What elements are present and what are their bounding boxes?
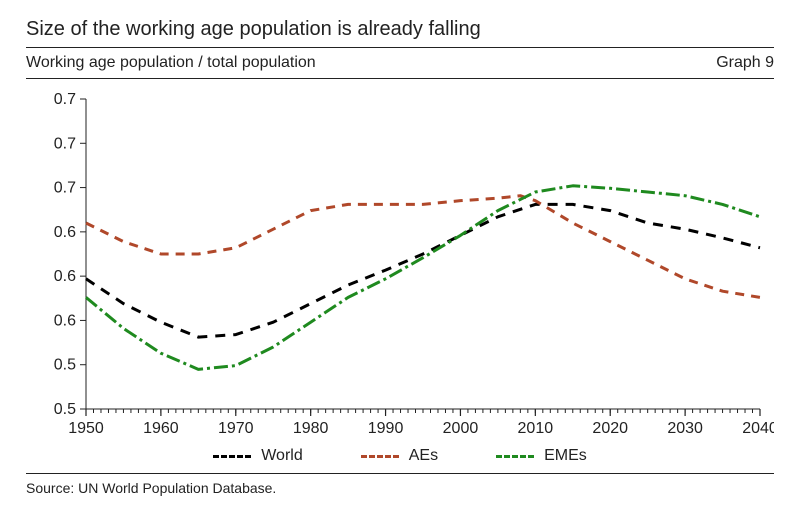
svg-text:0.5: 0.5 — [54, 357, 76, 374]
chart-source: Source: UN World Population Database. — [26, 474, 774, 496]
svg-text:1950: 1950 — [68, 420, 104, 437]
chart-plot-area: 0.5 0.5 0.6 0.6 0.6 0.7 0.7 0.7 1950 1960 1970 1980… — [26, 85, 774, 445]
svg-text:1990: 1990 — [368, 420, 404, 437]
legend-label-aes: AEs — [409, 447, 438, 465]
svg-text:2030: 2030 — [667, 420, 703, 437]
svg-text:0.6: 0.6 — [54, 268, 76, 285]
subtitle-row: Working age population / total populatio… — [26, 48, 774, 79]
svg-text:0.6: 0.6 — [54, 224, 76, 241]
chart-legend: World AEs EMEs — [26, 447, 774, 474]
chart-svg: 0.5 0.5 0.6 0.6 0.6 0.7 0.7 0.7 1950 1960 1970 1980… — [26, 85, 774, 445]
chart-subtitle: Working age population / total populatio… — [26, 54, 316, 72]
svg-text:2000: 2000 — [443, 420, 479, 437]
svg-text:1970: 1970 — [218, 420, 254, 437]
chart-title: Size of the working age population is al… — [26, 18, 481, 41]
svg-text:0.7: 0.7 — [54, 91, 76, 108]
svg-text:2010: 2010 — [518, 420, 554, 437]
legend-swatch-emes — [496, 455, 534, 458]
svg-text:0.6: 0.6 — [54, 312, 76, 329]
svg-text:0.7: 0.7 — [54, 180, 76, 197]
chart-card: Size of the working age population is al… — [0, 0, 800, 530]
legend-label-world: World — [261, 447, 303, 465]
legend-label-emes: EMEs — [544, 447, 587, 465]
svg-text:2040: 2040 — [742, 420, 774, 437]
svg-text:1980: 1980 — [293, 420, 329, 437]
legend-item-emes: EMEs — [496, 447, 587, 465]
graph-number-label: Graph 9 — [716, 54, 774, 72]
svg-text:2020: 2020 — [592, 420, 628, 437]
svg-text:0.5: 0.5 — [54, 401, 76, 418]
legend-item-world: World — [213, 447, 303, 465]
svg-text:1960: 1960 — [143, 420, 179, 437]
legend-swatch-world — [213, 455, 251, 458]
title-row: Size of the working age population is al… — [26, 18, 774, 48]
legend-item-aes: AEs — [361, 447, 438, 465]
legend-swatch-aes — [361, 455, 399, 458]
svg-text:0.7: 0.7 — [54, 135, 76, 152]
